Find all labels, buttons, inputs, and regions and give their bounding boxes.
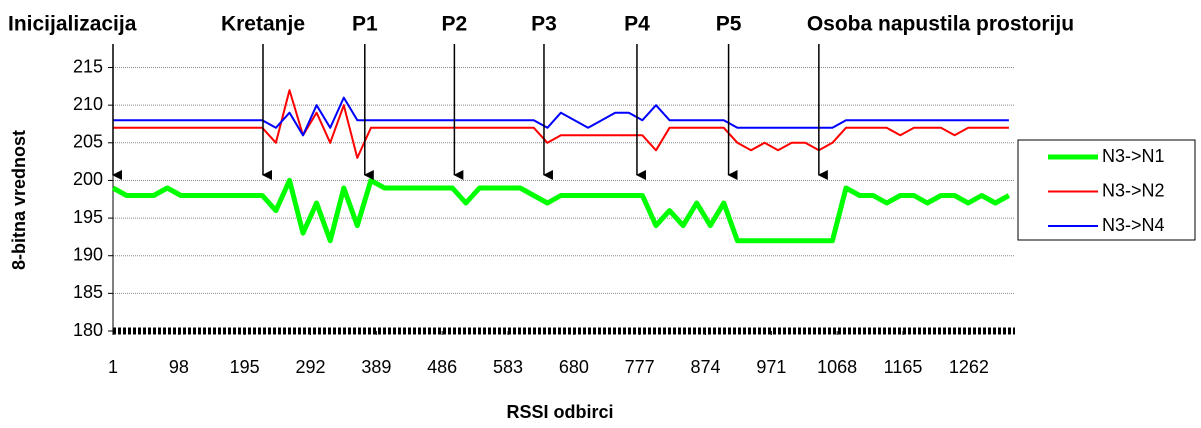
series-line [113,89,1009,159]
annotation-label: P3 [531,13,557,36]
x-tick-label: 777 [625,357,655,377]
y-tick-label: 200 [73,169,103,189]
x-tick-label: 1165 [884,357,923,377]
annotation-label: P5 [716,13,742,36]
x-tick-label: 98 [169,357,189,377]
y-tick-label: 205 [73,132,103,152]
legend-box [1017,139,1196,241]
annotation-label: Osoba napustila prostoriju [807,13,1074,36]
y-tick-label: 180 [73,320,103,340]
annotation-label: P2 [442,13,468,36]
annotation-label: P1 [352,13,378,36]
y-tick-label: 210 [73,94,103,114]
legend-label: N3->N4 [1102,215,1165,235]
y-tick-label: 185 [73,282,103,302]
annotation-label: P4 [624,13,650,36]
y-axis-title: 8-bitna vrednost [9,130,29,270]
y-tick-label: 190 [73,244,103,264]
x-tick-label: 1 [108,357,118,377]
x-tick-label: 1262 [949,357,989,377]
x-tick-label: 195 [230,357,260,377]
x-tick-label: 389 [361,357,391,377]
x-tick-label: 292 [295,357,325,377]
x-tick-label: 1068 [817,357,857,377]
x-axis-title: RSSI odbirci [506,402,613,422]
x-tick-label: 583 [493,357,523,377]
x-tick-label: 486 [427,357,457,377]
legend-label: N3->N2 [1102,180,1165,200]
annotation-label: Kretanje [221,13,305,36]
x-tick-label: 680 [559,357,589,377]
y-tick-label: 195 [73,207,103,227]
annotation-label: Inicijalizacija [8,13,137,36]
y-tick-label: 215 [73,56,103,76]
series-line [113,96,1009,137]
series-line [111,177,1011,244]
legend-label: N3->N1 [1102,146,1165,166]
x-tick-label: 874 [690,357,720,377]
x-tick-label: 971 [756,357,786,377]
